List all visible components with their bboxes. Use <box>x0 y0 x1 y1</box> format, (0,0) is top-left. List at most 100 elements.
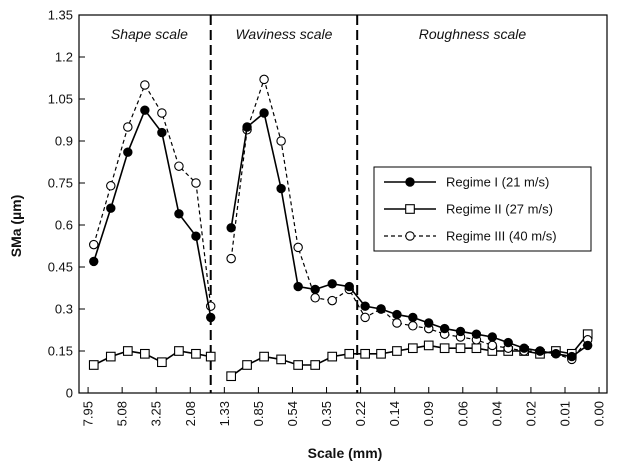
data-point <box>582 340 593 351</box>
data-point <box>376 304 386 314</box>
data-point <box>360 348 370 359</box>
legend-label: Regime III (40 m/s) <box>446 229 557 244</box>
data-point <box>392 346 402 356</box>
x-tick-label: 0.09 <box>421 401 436 426</box>
x-tick-label: 0.35 <box>319 401 334 426</box>
data-point <box>423 340 434 351</box>
data-point <box>327 279 337 289</box>
data-point <box>191 348 201 359</box>
legend: Regime I (21 m/s) Regime II (27 m/s) Regim… <box>373 166 592 252</box>
data-point <box>535 346 545 356</box>
data-point <box>226 371 237 382</box>
data-point <box>293 281 303 292</box>
data-point <box>310 360 321 370</box>
x-tick-label: 0.85 <box>251 401 266 426</box>
y-tick-label: 0.3 <box>55 302 73 317</box>
data-point <box>259 108 269 118</box>
data-point <box>471 343 482 354</box>
x-tick-label: 3.25 <box>149 401 164 426</box>
y-tick-label: 0.45 <box>48 260 73 275</box>
series-line <box>93 83 212 307</box>
data-point <box>519 343 529 353</box>
data-point <box>293 242 303 253</box>
y-tick-label: 1.35 <box>48 8 73 23</box>
data-point <box>89 239 99 250</box>
y-tick-label: 1.05 <box>48 92 73 107</box>
data-point <box>242 122 252 132</box>
y-tick-label: 0.15 <box>48 344 73 359</box>
plot-area <box>78 14 608 394</box>
data-point <box>157 108 167 118</box>
series-line <box>93 108 212 318</box>
x-tick-label: 0.00 <box>592 401 607 426</box>
x-tick-label: 0.22 <box>353 401 368 426</box>
data-point <box>106 181 116 191</box>
data-point <box>376 348 386 359</box>
data-point <box>360 301 370 311</box>
data-point <box>206 312 216 323</box>
series-2 <box>88 329 593 382</box>
region-labels: Shape scale Waviness scale Roughness scale <box>111 26 526 42</box>
y-axis-title: SMa (µm) <box>8 195 24 258</box>
data-point <box>88 360 99 370</box>
data-point <box>191 178 201 188</box>
data-point <box>242 360 252 370</box>
x-axis: 7.95 5.08 3.25 2.08 1.33 0.85 0.54 0.35 0.22 0.14… <box>81 387 607 426</box>
legend-label: Regime I (21 m/s) <box>446 175 549 190</box>
region-dividers <box>209 15 359 393</box>
data-point <box>226 253 236 264</box>
data-point <box>408 312 418 323</box>
data-point <box>105 351 116 362</box>
data-point <box>344 281 354 292</box>
data-point <box>157 127 167 138</box>
data-point <box>487 340 498 351</box>
data-point <box>439 323 450 334</box>
data-point <box>293 360 303 370</box>
data-point <box>205 351 216 362</box>
data-point <box>157 357 167 368</box>
data-point <box>408 321 418 331</box>
data-point <box>455 343 466 354</box>
data-point <box>191 231 201 241</box>
series-layer <box>88 74 593 382</box>
data-point <box>487 332 498 342</box>
data-point <box>276 183 286 194</box>
data-point <box>140 80 150 90</box>
data-point <box>174 209 184 219</box>
data-point <box>392 318 402 328</box>
data-point <box>405 204 415 214</box>
data-point <box>455 326 466 337</box>
data-point <box>439 343 450 354</box>
data-point <box>503 337 513 348</box>
data-point <box>327 351 338 362</box>
data-point <box>392 309 402 320</box>
x-tick-label: 7.95 <box>81 401 96 426</box>
data-point <box>123 147 133 157</box>
data-point <box>310 284 320 295</box>
data-point <box>259 74 269 85</box>
data-point <box>174 161 184 171</box>
data-point <box>407 343 418 354</box>
x-tick-label: 0.01 <box>557 401 572 426</box>
region-label: Waviness scale <box>235 26 332 42</box>
legend-label: Regime II (27 m/s) <box>446 202 553 217</box>
x-tick-label: 1.33 <box>217 401 232 426</box>
data-point <box>405 231 415 241</box>
data-point <box>106 203 116 213</box>
data-point <box>123 122 133 132</box>
region-label: Shape scale <box>111 26 188 42</box>
data-point <box>226 223 236 233</box>
y-axis: 0 0.15 0.3 0.45 0.6 0.75 0.9 1.05 1.2 1.35 <box>48 8 85 401</box>
data-point <box>259 351 269 362</box>
data-point <box>551 349 561 359</box>
data-point <box>567 351 577 362</box>
y-tick-label: 0.9 <box>55 134 73 149</box>
data-point <box>140 348 150 359</box>
region-label: Roughness scale <box>419 26 527 42</box>
data-point <box>327 295 337 306</box>
data-point <box>89 256 99 267</box>
x-tick-label: 0.06 <box>455 401 470 426</box>
y-tick-label: 1.2 <box>55 50 73 65</box>
y-tick-label: 0.75 <box>48 176 73 191</box>
